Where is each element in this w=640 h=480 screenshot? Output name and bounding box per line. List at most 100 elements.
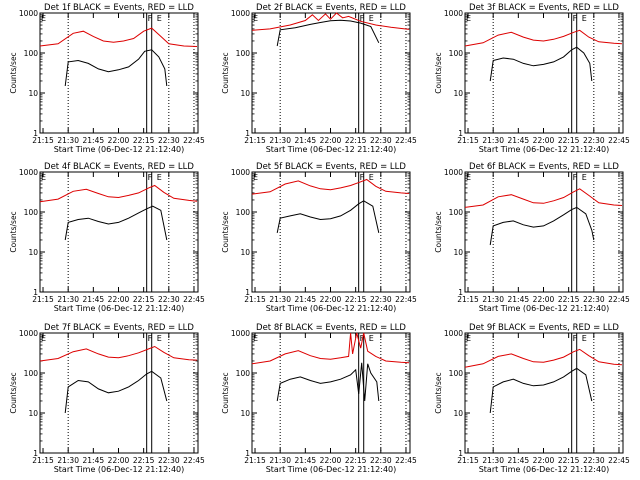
y-tick-label: 1000 [444, 329, 463, 338]
flare-label: F [360, 173, 365, 182]
x-tick-label: 21:15 [457, 456, 479, 465]
y-tick-label: 1 [245, 449, 250, 458]
panel-title: Det 6f BLACK = Events, RED = LLD [469, 162, 619, 172]
panel-title: Det 4f BLACK = Events, RED = LLD [44, 162, 194, 172]
x-tick-label: 22:45 [608, 295, 630, 304]
y-tick-label: 1000 [231, 329, 250, 338]
x-axis-label: Start Time (06-Dec-12 21:12:40) [54, 145, 185, 154]
y-axis-label: Counts/sec [9, 372, 18, 413]
x-tick-label: 21:30 [57, 136, 79, 145]
y-tick-label: 1 [458, 449, 463, 458]
plot-frame [464, 171, 624, 293]
x-tick-label: 21:30 [482, 456, 504, 465]
x-axis-label: Start Time (06-Dec-12 21:12:40) [479, 304, 610, 313]
tick-label-e: E [157, 14, 162, 23]
x-tick-label: 21:45 [508, 456, 530, 465]
tick-label-e: E [582, 173, 587, 182]
tick-label-e: E [466, 14, 471, 23]
y-tick-label: 100 [24, 208, 39, 217]
flare-label: F [573, 14, 578, 23]
y-tick-label: 1000 [231, 168, 250, 177]
x-tick-label: 21:15 [244, 456, 266, 465]
x-tick-label: 21:30 [57, 456, 79, 465]
x-tick-label: 21:15 [457, 136, 479, 145]
x-tick-label: 21:45 [508, 295, 530, 304]
chart-panel-4: Det 4f BLACK = Events, RED = LLD 1 10 100 10… [9, 162, 205, 313]
y-tick-label: 1 [245, 129, 250, 138]
y-axis-label: Counts/sec [9, 211, 18, 252]
flare-label: F [573, 173, 578, 182]
x-tick-label: 22:30 [370, 295, 392, 304]
x-tick-label: 21:15 [244, 295, 266, 304]
x-axis-label: Start Time (06-Dec-12 21:12:40) [266, 465, 397, 474]
tick-label-e: E [41, 14, 46, 23]
x-tick-label: 22:00 [320, 136, 342, 145]
chart-panel-1: Det 1f BLACK = Events, RED = LLD 1 10 100 10… [9, 3, 205, 154]
x-tick-label: 22:45 [183, 136, 205, 145]
series-line-events [276, 362, 380, 402]
x-tick-label: 21:15 [32, 456, 54, 465]
x-tick-label: 22:15 [558, 456, 580, 465]
series-line-events [276, 200, 380, 234]
series-line-events [64, 205, 168, 241]
tick-label-e: E [253, 334, 258, 343]
y-tick-label: 1 [33, 449, 38, 458]
tick-label-e: E [582, 334, 587, 343]
x-tick-label: 21:45 [295, 295, 317, 304]
tick-label-e: E [253, 14, 258, 23]
x-tick-label: 21:45 [83, 136, 105, 145]
y-tick-label: 1 [33, 288, 38, 297]
x-tick-label: 21:15 [244, 136, 266, 145]
x-tick-label: 22:15 [345, 456, 367, 465]
y-tick-label: 10 [453, 409, 463, 418]
x-tick-label: 22:00 [533, 456, 555, 465]
x-tick-label: 22:45 [395, 295, 417, 304]
series-line-lld [251, 332, 410, 365]
plot-frame [39, 171, 199, 293]
y-tick-label: 10 [28, 248, 38, 257]
plot-frame [251, 12, 411, 134]
tick-label-e: E [369, 173, 374, 182]
tick-label-e: E [369, 334, 374, 343]
series-line-events [64, 49, 168, 87]
y-axis-label: Counts/sec [9, 52, 18, 93]
tick-label-e: E [369, 14, 374, 23]
flare-label: F [148, 173, 153, 182]
x-tick-label: 22:00 [320, 456, 342, 465]
x-tick-label: 22:30 [158, 295, 180, 304]
x-tick-label: 22:15 [133, 136, 155, 145]
series-line-lld [464, 348, 623, 368]
plot-frame [39, 332, 199, 454]
chart-panel-2: Det 2f BLACK = Events, RED = LLD 1 10 100 10… [221, 3, 417, 154]
chart-panel-5: Det 5f BLACK = Events, RED = LLD 1 10 100 10… [221, 162, 417, 313]
x-tick-label: 22:15 [133, 456, 155, 465]
x-tick-label: 21:15 [32, 136, 54, 145]
chart-panel-9: Det 9f BLACK = Events, RED = LLD 1 10 100 10… [434, 323, 630, 474]
panel-title: Det 2f BLACK = Events, RED = LLD [256, 3, 406, 13]
x-tick-label: 22:45 [183, 295, 205, 304]
y-tick-label: 10 [240, 409, 250, 418]
x-tick-label: 21:45 [295, 456, 317, 465]
x-tick-label: 22:00 [533, 136, 555, 145]
y-tick-label: 10 [28, 409, 38, 418]
x-tick-label: 21:45 [83, 295, 105, 304]
y-tick-label: 100 [236, 208, 251, 217]
tick-label-e: E [253, 173, 258, 182]
x-axis-label: Start Time (06-Dec-12 21:12:40) [54, 304, 185, 313]
plot-frame [39, 12, 199, 134]
series-line-lld [464, 188, 623, 208]
series-line-events [489, 367, 593, 414]
x-tick-label: 22:00 [108, 456, 130, 465]
x-tick-label: 22:15 [133, 295, 155, 304]
tick-label-e: E [466, 173, 471, 182]
panel-title: Det 8f BLACK = Events, RED = LLD [256, 323, 406, 333]
x-tick-label: 22:00 [533, 295, 555, 304]
y-axis-label: Counts/sec [221, 211, 230, 252]
y-tick-label: 10 [240, 248, 250, 257]
chart-panel-7: Det 7f BLACK = Events, RED = LLD 1 10 100 10… [9, 323, 205, 474]
y-axis-label: Counts/sec [434, 52, 443, 93]
x-tick-label: 21:45 [83, 456, 105, 465]
series-line-lld [464, 29, 623, 47]
x-axis-label: Start Time (06-Dec-12 21:12:40) [479, 465, 610, 474]
